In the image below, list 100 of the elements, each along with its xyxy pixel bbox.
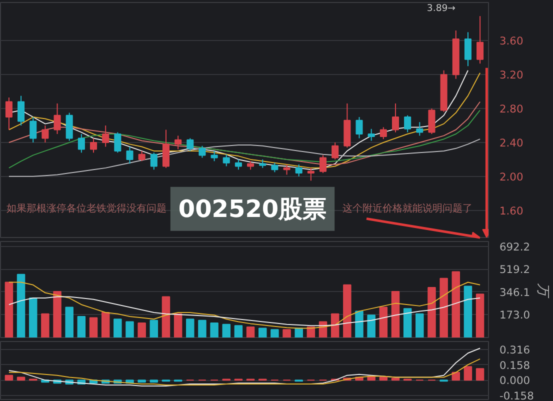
bar xyxy=(258,328,267,338)
candlestick xyxy=(18,95,25,126)
candlestick xyxy=(392,102,400,133)
y-tick-label: 0.158 xyxy=(500,358,530,372)
candlestick xyxy=(102,125,110,148)
y-tick-label: 0.000 xyxy=(500,374,530,388)
bar xyxy=(16,274,26,338)
candlestick xyxy=(380,126,387,140)
y-tick-label: -0.158 xyxy=(500,389,534,401)
bar xyxy=(174,313,182,338)
bar xyxy=(138,322,146,338)
candlestick xyxy=(283,164,290,176)
candlestick xyxy=(114,132,122,154)
bar xyxy=(476,368,484,381)
bar xyxy=(53,290,62,338)
candlestick xyxy=(162,129,170,168)
candlestick xyxy=(428,108,436,134)
bar xyxy=(391,290,400,338)
bar xyxy=(270,329,279,338)
candlestick xyxy=(174,135,182,150)
bar xyxy=(77,316,86,338)
bar xyxy=(476,294,484,338)
line-series xyxy=(8,138,481,177)
candlestick xyxy=(356,116,363,139)
candlestick xyxy=(332,142,339,160)
annotation: 如果那根涨停各位老铁觉得没有问题 xyxy=(6,202,166,214)
y-tick-label: 346.1 xyxy=(500,286,530,299)
candlestick xyxy=(150,152,158,170)
bar xyxy=(379,376,388,381)
bar xyxy=(4,374,14,381)
bar xyxy=(126,321,134,338)
y-tick-label: 173.0 xyxy=(500,308,530,322)
bar xyxy=(114,318,122,338)
y-tick-label: 3.60 xyxy=(500,34,524,48)
bar xyxy=(65,306,74,338)
candlestick xyxy=(78,134,85,154)
bar xyxy=(330,313,340,338)
bar xyxy=(282,329,291,338)
candlestick xyxy=(138,150,146,162)
bar xyxy=(452,271,460,338)
bar xyxy=(416,313,424,338)
bar xyxy=(246,326,255,338)
line-series xyxy=(8,296,481,326)
bar xyxy=(464,286,472,338)
bar xyxy=(101,312,110,338)
candlestick xyxy=(30,116,37,143)
bar xyxy=(355,310,364,338)
candlestick xyxy=(464,32,472,67)
candlestick xyxy=(5,97,12,130)
bar xyxy=(186,318,194,338)
candlestick xyxy=(271,162,278,173)
y-tick-label: 519.2 xyxy=(500,263,530,276)
bar xyxy=(234,325,243,338)
bar xyxy=(428,287,436,338)
bar xyxy=(464,366,472,381)
candlestick xyxy=(42,125,49,143)
bar xyxy=(367,314,376,338)
bar xyxy=(294,328,303,338)
candlestick xyxy=(295,164,302,177)
annotation: 3.89→ xyxy=(426,3,456,14)
bar xyxy=(16,376,26,381)
bar xyxy=(198,320,206,338)
line-series xyxy=(8,282,481,329)
text: 002520股票 xyxy=(178,194,327,223)
bar xyxy=(379,306,388,338)
y-tick-label: 3.20 xyxy=(500,68,524,82)
candlestick xyxy=(319,154,327,174)
candlestick xyxy=(234,158,242,170)
candlestick xyxy=(210,150,218,162)
bar xyxy=(150,320,158,338)
candlestick xyxy=(416,122,424,136)
bar xyxy=(28,298,38,338)
bar xyxy=(4,282,14,338)
y-tick-label: 2.00 xyxy=(500,170,524,184)
candlestick xyxy=(186,138,194,152)
candlestick xyxy=(66,112,73,142)
y-tick-label: 1.60 xyxy=(500,204,524,218)
candlestick xyxy=(198,145,206,158)
candlestick xyxy=(90,138,98,154)
bar xyxy=(41,313,50,338)
candlestick xyxy=(476,16,484,64)
bar xyxy=(403,308,412,338)
y-axis-title: 万 xyxy=(535,283,550,299)
y-tick-label: 692.2 xyxy=(500,240,530,254)
candlestick xyxy=(126,146,134,164)
candlestick xyxy=(222,154,230,167)
y-tick-label: 2.80 xyxy=(500,102,524,116)
y-tick-label: 0.316 xyxy=(500,344,530,357)
bar xyxy=(343,284,352,338)
bar xyxy=(210,322,218,338)
annotation: 这个附近价格就能说明问题了 xyxy=(342,202,472,214)
y-tick-label: 2.40 xyxy=(500,136,524,150)
candlestick xyxy=(54,102,61,134)
bar xyxy=(440,278,448,338)
bar xyxy=(89,317,98,338)
candlestick xyxy=(404,114,412,133)
candlestick xyxy=(368,128,375,142)
bar xyxy=(162,296,170,338)
line-series xyxy=(8,358,481,386)
candlestick xyxy=(307,167,314,182)
